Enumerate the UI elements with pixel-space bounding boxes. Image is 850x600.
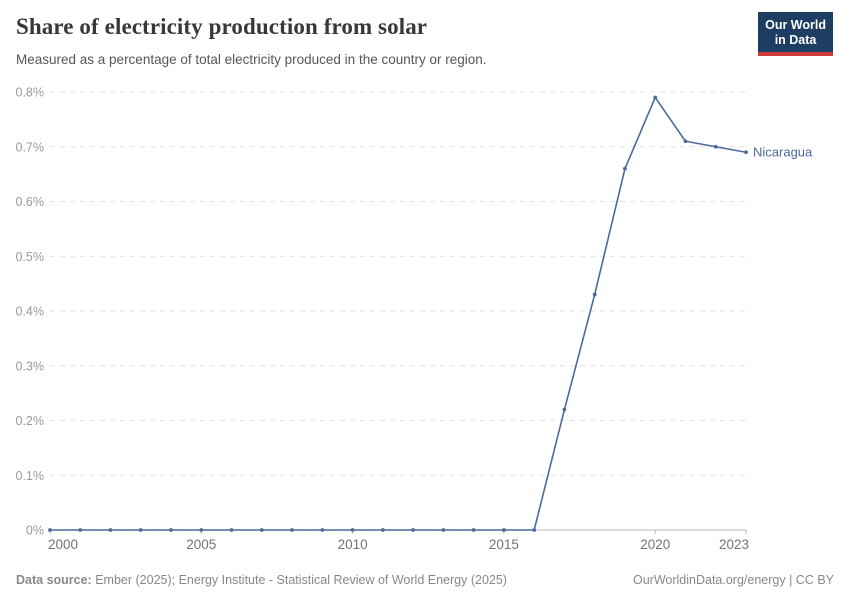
svg-text:2015: 2015 [489, 537, 519, 552]
svg-text:0.4%: 0.4% [16, 305, 45, 319]
chart-subtitle: Measured as a percentage of total electr… [16, 52, 487, 67]
owid-logo[interactable]: Our World in Data [758, 12, 833, 56]
svg-text:0.7%: 0.7% [16, 140, 45, 154]
svg-text:0.6%: 0.6% [16, 195, 45, 209]
page-title: Share of electricity production from sol… [16, 14, 428, 39]
svg-text:0.1%: 0.1% [16, 469, 45, 483]
svg-text:2005: 2005 [186, 537, 216, 552]
data-source-text: Ember (2025); Energy Institute - Statist… [91, 573, 507, 587]
svg-text:2023: 2023 [719, 537, 749, 552]
svg-text:2000: 2000 [48, 537, 78, 552]
svg-text:0.3%: 0.3% [16, 359, 45, 373]
svg-text:0.8%: 0.8% [16, 86, 45, 100]
svg-text:2010: 2010 [338, 537, 368, 552]
chart-footer: Data source: Ember (2025); Energy Instit… [16, 573, 834, 587]
owid-logo-line2: in Data [774, 32, 817, 47]
svg-text:0.2%: 0.2% [16, 414, 45, 428]
svg-text:2020: 2020 [640, 537, 670, 552]
svg-text:0%: 0% [26, 524, 44, 538]
owid-logo-line1: Our World [765, 18, 826, 32]
data-source-label: Data source: [16, 573, 92, 587]
owid-license-link[interactable]: OurWorldinData.org/energy | CC BY [632, 573, 834, 587]
svg-text:0.5%: 0.5% [16, 250, 45, 264]
svg-text:Nicaragua: Nicaragua [753, 145, 813, 160]
data-source-note: Data source: Ember (2025); Energy Instit… [16, 573, 507, 587]
